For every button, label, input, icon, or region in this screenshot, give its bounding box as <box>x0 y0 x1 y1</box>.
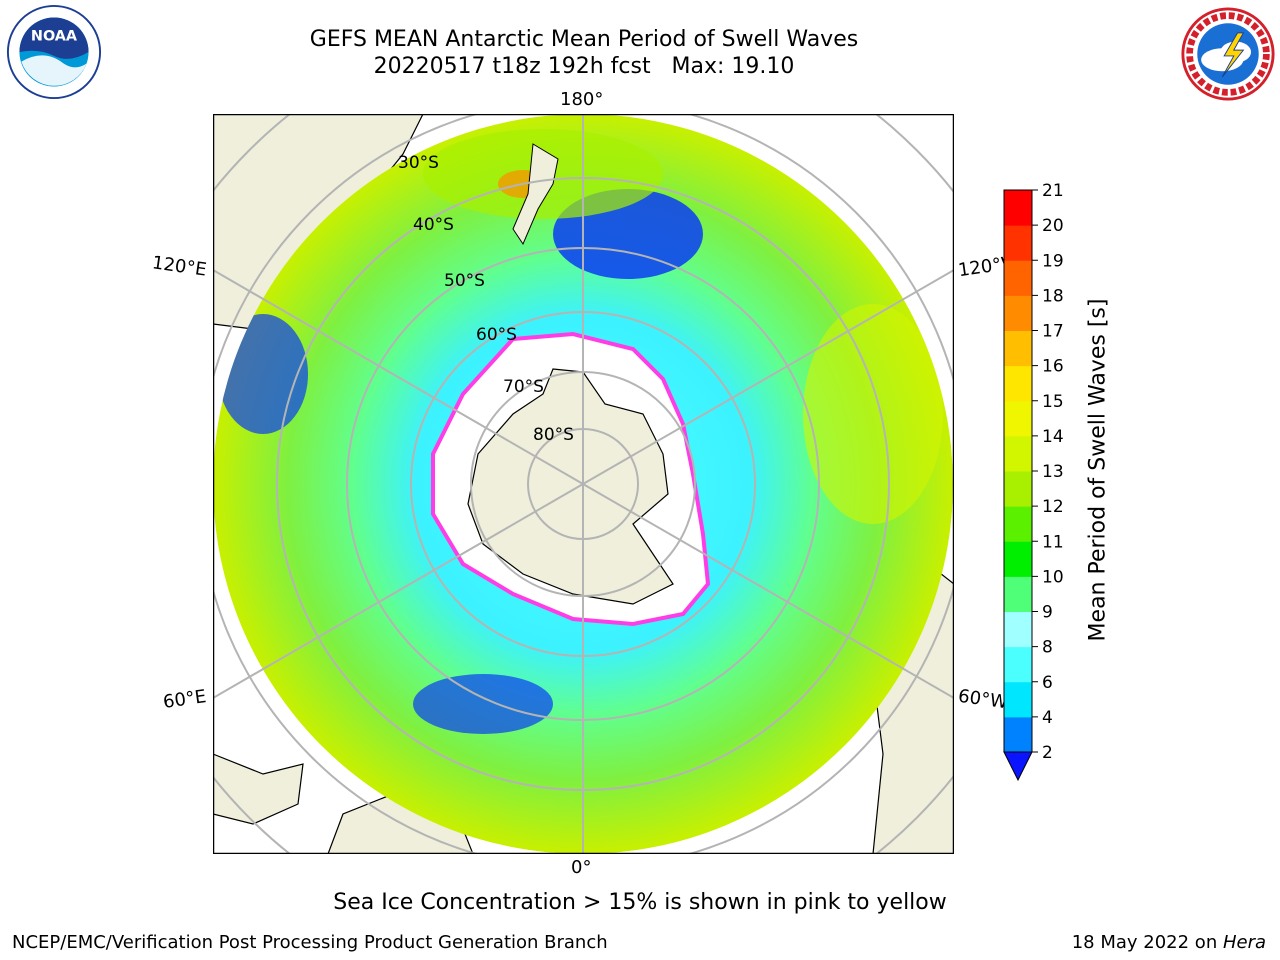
colorbar-tick-label: 18 <box>1042 286 1064 306</box>
high-period-region-east <box>803 304 943 524</box>
lat-label-50s: 50°S <box>444 271 485 291</box>
colorbar-tick-label: 20 <box>1042 216 1064 236</box>
colorbar-band <box>1004 330 1032 367</box>
colorbar-band <box>1004 681 1032 718</box>
colorbar-band <box>1004 716 1032 753</box>
colorbar-tick-label: 12 <box>1042 497 1064 517</box>
colorbar-band <box>1004 365 1032 402</box>
colorbar-extend-arrow <box>1003 751 1033 782</box>
colorbar-label: Mean Period of Swell Waves [s] <box>1085 298 1111 642</box>
colorbar-tick-label: 19 <box>1042 251 1064 271</box>
colorbar-band <box>1004 506 1032 542</box>
noaa-logo: NOAA <box>6 4 102 100</box>
chart-title: GEFS MEAN Antarctic Mean Period of Swell… <box>309 27 859 52</box>
colorbar-band <box>1004 611 1032 648</box>
colorbar-band <box>1004 435 1032 472</box>
chart-subtitle: 20220517 t18z 192h fcst Max: 19.10 <box>373 54 795 79</box>
noaa-logo-text: NOAA <box>31 28 78 44</box>
lon-label-60e: 60°E <box>161 686 208 713</box>
lat-label-30s: 30°S <box>398 153 439 173</box>
colorbar-tick-label: 9 <box>1042 603 1053 623</box>
land-antarctica <box>467 368 674 605</box>
low-period-region-south <box>413 674 553 734</box>
colorbar-tick-label: 11 <box>1042 532 1064 552</box>
colorbar-tick-label: 2 <box>1042 743 1053 763</box>
colorbar-ticks: 2 4 6 8 9 10 11 12 13 14 15 16 17 18 19 20 21 <box>1032 181 1064 763</box>
colorbar-tick-label: 16 <box>1042 357 1064 377</box>
colorbar-tick-label: 14 <box>1042 427 1064 447</box>
colorbar-tick-label: 6 <box>1042 673 1053 693</box>
colorbar-band <box>1004 646 1032 683</box>
map-border <box>213 114 954 854</box>
colorbar-band <box>1004 576 1032 612</box>
land-madagascar <box>213 753 304 825</box>
footer-date-text: 18 May 2022 on <box>1071 932 1223 953</box>
lon-label-180: 180° <box>560 89 604 110</box>
colorbar-band <box>1004 471 1032 507</box>
footer-machine: Hera <box>1222 932 1266 953</box>
colorbar-band <box>1004 190 1032 226</box>
lat-label-40s: 40°S <box>413 215 454 235</box>
footer-date: 18 May 2022 on Hera <box>1072 932 1266 953</box>
colorbar-band <box>1004 260 1032 296</box>
nws-logo <box>1181 7 1275 101</box>
colorbar-bands <box>1003 189 1033 782</box>
colorbar-tick-label: 13 <box>1042 462 1064 482</box>
footer-credit: NCEP/EMC/Verification Post Processing Pr… <box>12 932 608 953</box>
graticule <box>213 114 954 854</box>
colorbar-band <box>1004 541 1032 577</box>
lat-label-80s: 80°S <box>533 425 574 445</box>
colorbar-tick-label: 10 <box>1042 567 1064 587</box>
colorbar-tick-label: 8 <box>1042 638 1053 658</box>
sea-ice-note: Sea Ice Concentration > 15% is shown in … <box>333 890 947 915</box>
lat-label-60s: 60°S <box>476 325 517 345</box>
colorbar: 2 4 6 8 9 10 11 12 13 14 15 16 17 18 19 20 21 <box>1003 181 1064 782</box>
colorbar-band <box>1004 225 1032 261</box>
lon-label-0: 0° <box>571 857 592 878</box>
colorbar-tick-label: 4 <box>1042 708 1053 728</box>
colorbar-tick-label: 15 <box>1042 392 1064 412</box>
polar-map: 30°S 40°S 50°S 60°S 70°S 80°S <box>213 114 954 854</box>
colorbar-tick-label: 21 <box>1042 181 1064 201</box>
lat-label-70s: 70°S <box>503 377 544 397</box>
colorbar-band <box>1004 295 1032 331</box>
lon-label-120e: 120°E <box>150 252 208 281</box>
colorbar-tick-label: 17 <box>1042 322 1064 342</box>
land-new-zealand <box>512 143 559 246</box>
colorbar-band <box>1004 400 1032 437</box>
